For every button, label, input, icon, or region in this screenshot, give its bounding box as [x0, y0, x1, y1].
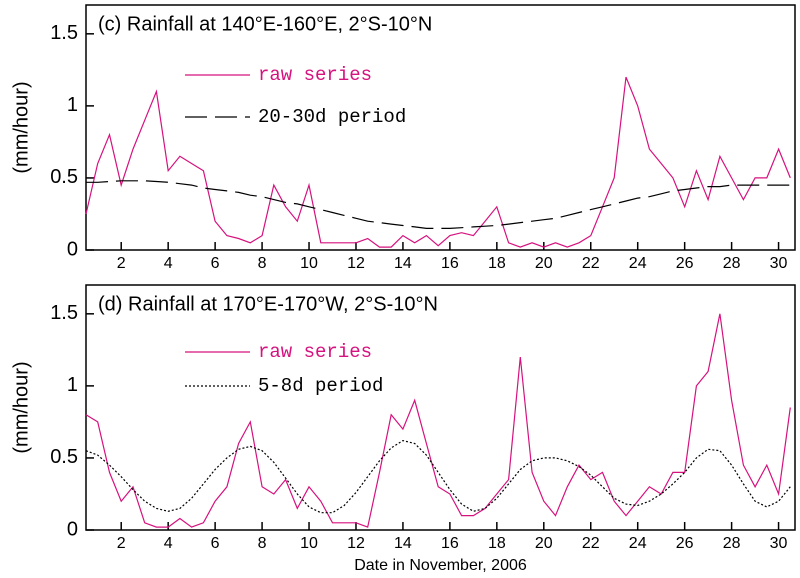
y-tick-label: 0 [67, 518, 78, 540]
x-tick-label: 16 [441, 535, 459, 552]
y-tick-label: 1.5 [50, 22, 78, 44]
x-tick-label: 26 [676, 255, 694, 272]
x-tick-label: 28 [723, 255, 741, 272]
series-line [85, 76, 791, 248]
x-tick-label: 12 [347, 255, 365, 272]
x-tick-label: 30 [770, 255, 788, 272]
legend-label: 20-30d period [258, 106, 406, 128]
x-tick-label: 30 [770, 535, 788, 552]
x-tick-label: 28 [723, 535, 741, 552]
y-tick-label: 1 [67, 94, 78, 116]
x-tick-label: 4 [164, 535, 173, 552]
series-line [85, 439, 791, 514]
x-tick-label: 20 [535, 255, 553, 272]
y-axis-label: (mm/hour) [10, 361, 32, 453]
x-tick-label: 6 [211, 255, 220, 272]
series-line [85, 313, 791, 528]
x-axis-label: Date in November, 2006 [354, 557, 527, 574]
x-tick-label: 22 [582, 255, 600, 272]
x-tick-label: 6 [211, 535, 220, 552]
x-tick-label: 2 [117, 255, 126, 272]
x-tick-label: 16 [441, 255, 459, 272]
x-tick-label: 26 [676, 535, 694, 552]
y-tick-label: 1 [67, 374, 78, 396]
x-tick-label: 20 [535, 535, 553, 552]
plot-frame [85, 4, 796, 251]
x-tick-label: 18 [488, 255, 506, 272]
legend-label: 5-8d period [258, 375, 383, 397]
x-tick-label: 12 [347, 535, 365, 552]
x-tick-label: 14 [394, 535, 412, 552]
x-tick-label: 22 [582, 535, 600, 552]
x-tick-label: 10 [300, 535, 318, 552]
x-tick-label: 4 [164, 255, 173, 272]
series-line [86, 180, 791, 229]
x-tick-label: 10 [300, 255, 318, 272]
panel-title: (c) Rainfall at 140°E-160°E, 2°S-10°N [98, 13, 432, 35]
x-tick-label: 24 [629, 255, 647, 272]
legend-label: raw series [258, 341, 372, 363]
x-tick-label: 24 [629, 535, 647, 552]
x-tick-label: 18 [488, 535, 506, 552]
y-tick-label: 0.5 [50, 446, 78, 468]
panel-title: (d) Rainfall at 170°E-170°W, 2°S-10°N [98, 293, 438, 315]
x-tick-label: 8 [258, 535, 267, 552]
plot-frame [85, 284, 796, 531]
y-tick-label: 0 [67, 238, 78, 260]
x-tick-label: 14 [394, 255, 412, 272]
y-tick-label: 0.5 [50, 166, 78, 188]
x-tick-label: 8 [258, 255, 267, 272]
y-axis-label: (mm/hour) [10, 81, 32, 173]
x-tick-label: 2 [117, 535, 126, 552]
y-tick-label: 1.5 [50, 302, 78, 324]
legend-label: raw series [258, 64, 372, 86]
